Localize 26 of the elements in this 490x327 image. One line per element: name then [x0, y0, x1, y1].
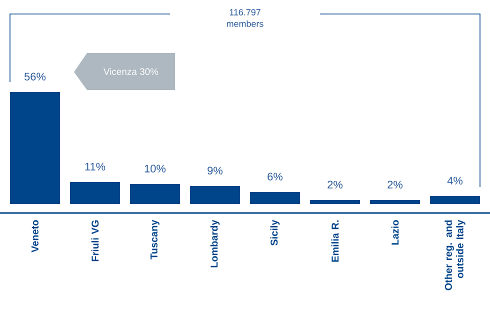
data-label: 4%: [447, 176, 463, 184]
data-label: 2%: [328, 180, 343, 188]
data-label: 56%: [24, 72, 46, 80]
x-tick-label: Other reg. and outside Italy: [444, 220, 466, 290]
x-tick-label: Lombardy: [210, 220, 220, 268]
bar: [370, 200, 420, 204]
bar: [70, 182, 120, 204]
data-label: 6%: [268, 172, 283, 180]
bar: [10, 92, 60, 204]
text: Vicenza 30%: [104, 68, 158, 75]
bar: [430, 196, 480, 204]
bar: [190, 186, 240, 204]
x-tick-label: Sicily: [270, 220, 280, 246]
data-label: 11%: [85, 162, 106, 170]
data-label: 2%: [388, 180, 403, 188]
x-tick-label: Veneto: [32, 220, 38, 252]
text: 116.797 members: [226, 9, 264, 27]
bar: [310, 200, 360, 204]
x-tick-label: Friuli VG: [91, 220, 99, 262]
x-tick-label: Tuscany: [150, 220, 160, 260]
bar: [250, 192, 300, 204]
x-tick-label: Emilia R.: [331, 220, 339, 262]
bar: [130, 184, 180, 204]
data-label: 9%: [208, 166, 223, 174]
x-tick-label: Lazio: [391, 220, 399, 245]
data-label: 10%: [144, 164, 166, 172]
